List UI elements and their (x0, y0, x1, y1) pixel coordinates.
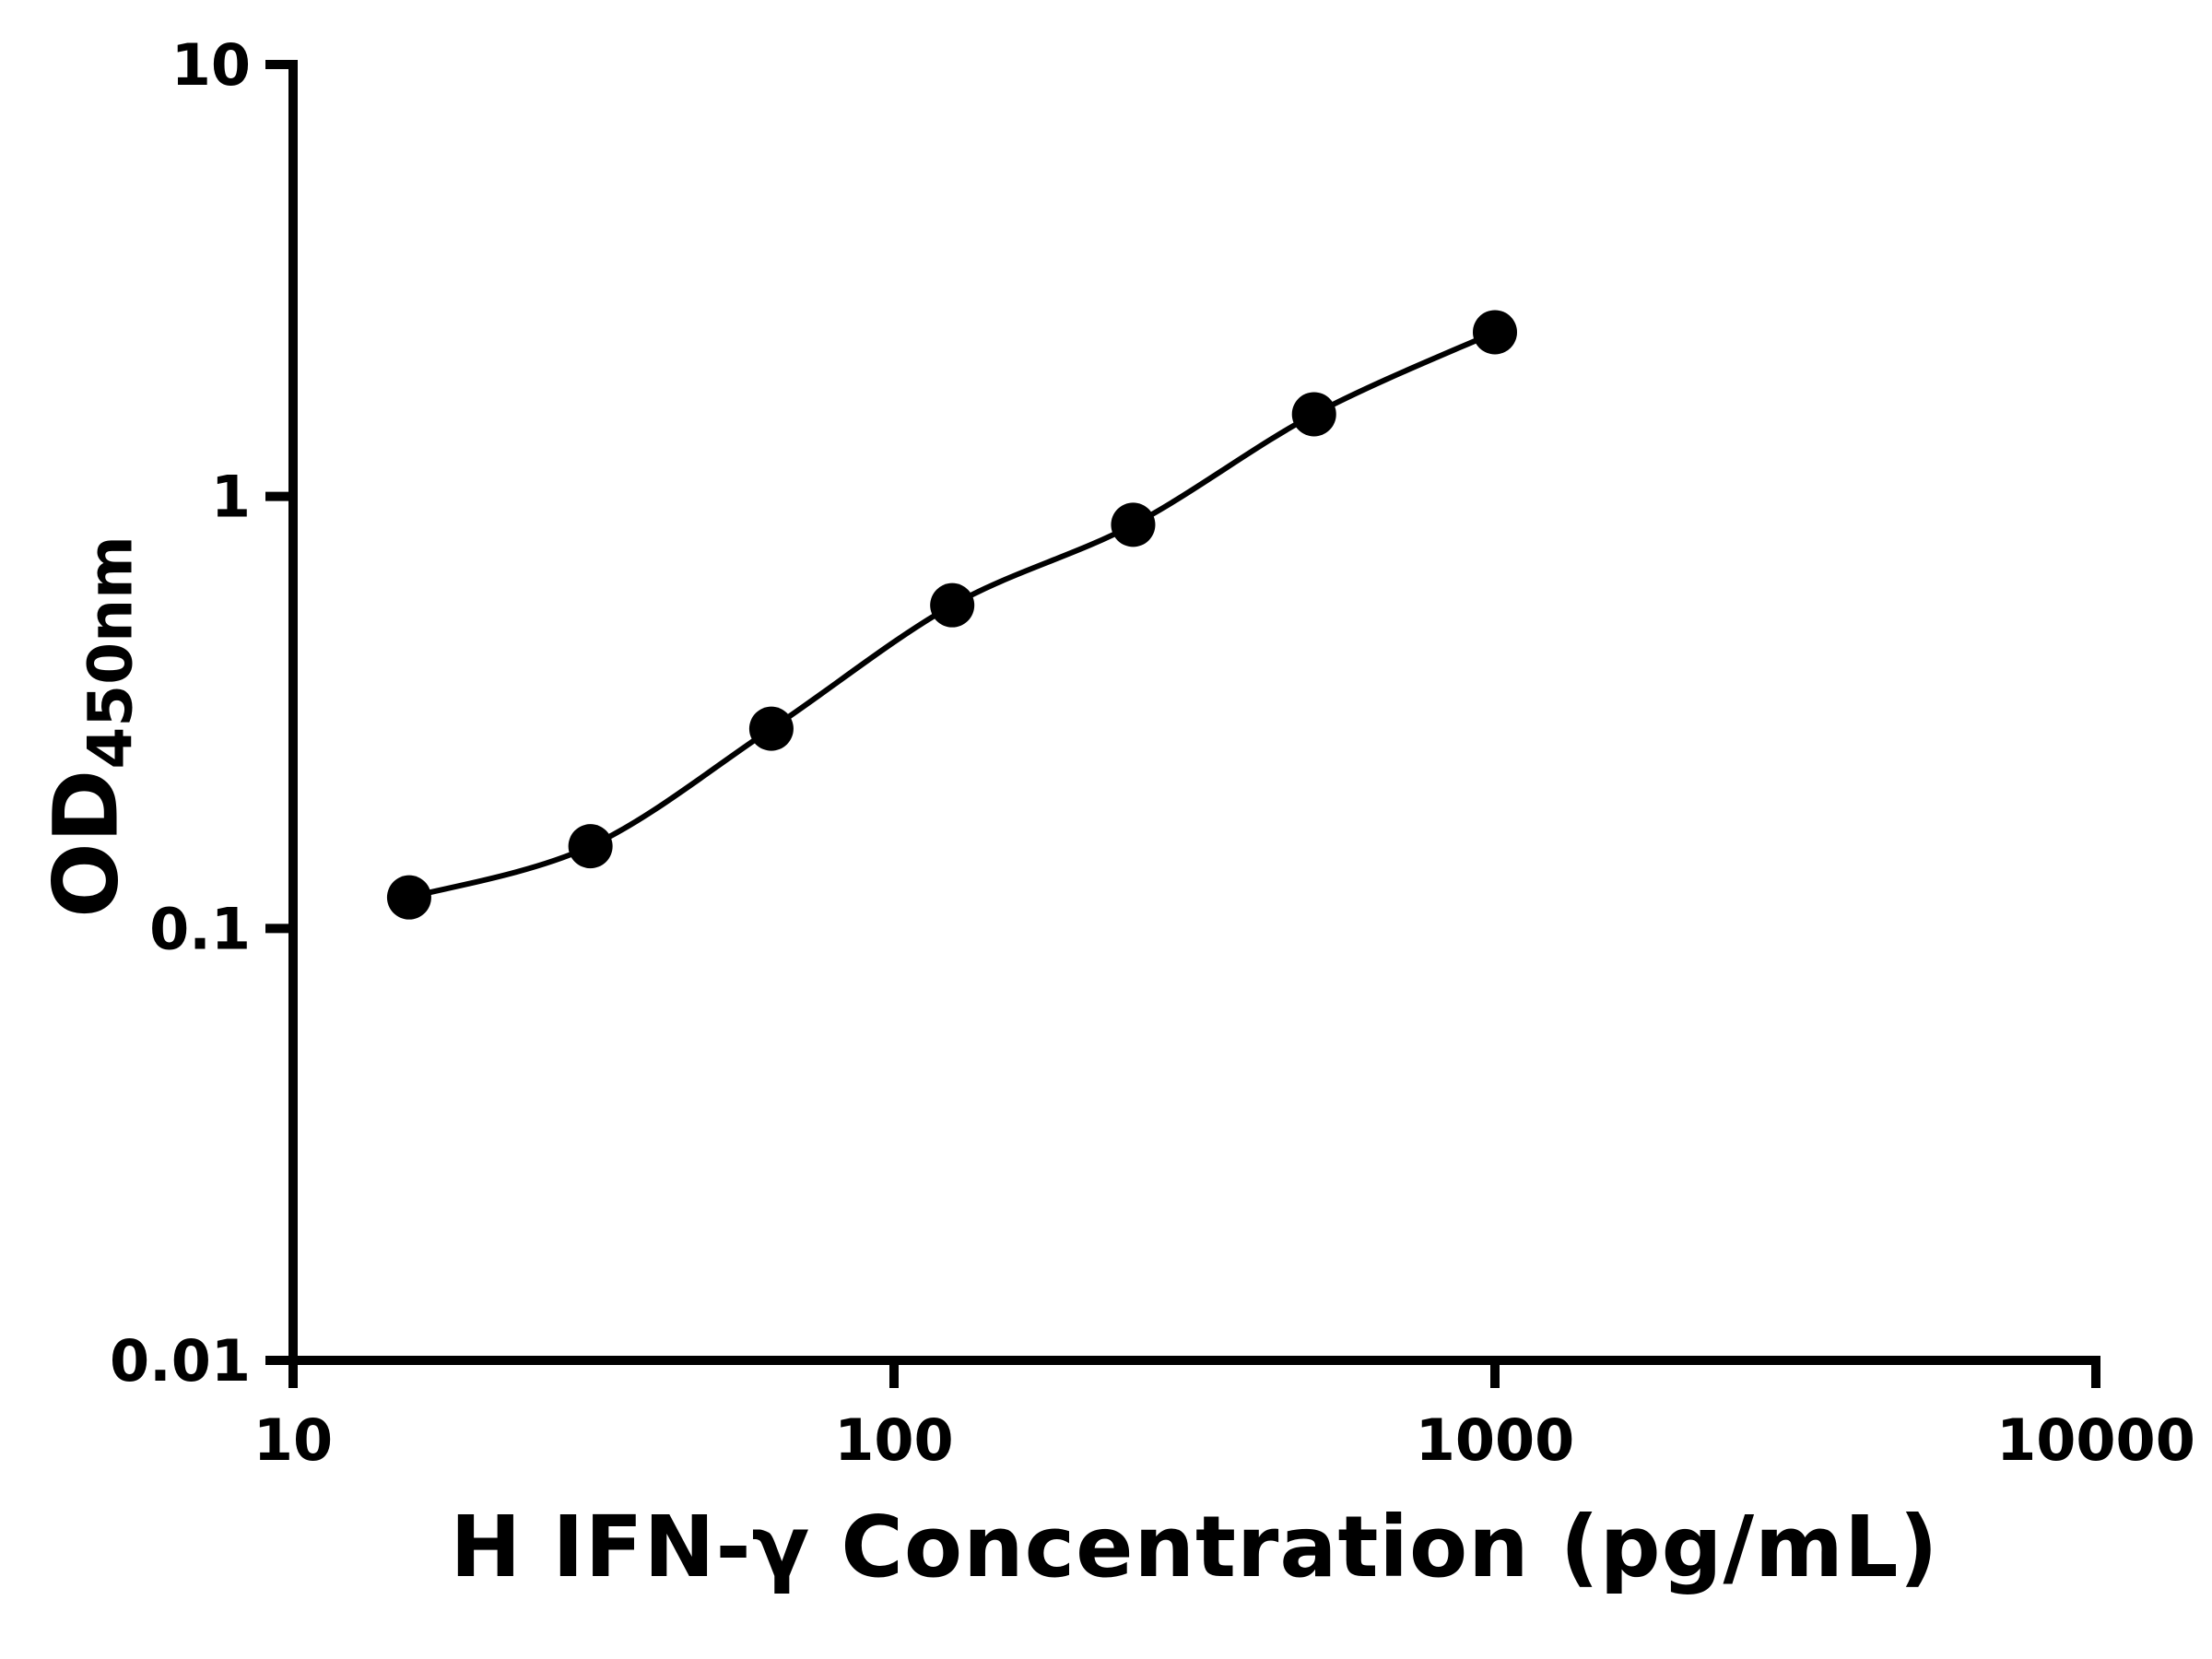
data-point (930, 582, 975, 628)
axis-spines (288, 60, 2100, 1365)
x-tick-label: 1000 (1416, 1406, 1575, 1474)
y-tick-label: 10 (171, 31, 251, 99)
data-point (568, 824, 613, 869)
y-tick-label: 0.1 (149, 895, 251, 962)
data-point (1473, 310, 1517, 355)
data-point (1291, 392, 1336, 437)
x-tick-label: 100 (834, 1406, 953, 1474)
x-tick-label: 10 (253, 1406, 333, 1474)
x-axis-title: H IFN-γ Concentration (pg/mL) (450, 1498, 1939, 1596)
y-axis-title-main: OD (34, 769, 138, 918)
y-tick-label: 1 (211, 464, 251, 531)
data-point (386, 875, 431, 920)
y-tick-label: 0.01 (110, 1327, 251, 1394)
x-tick-label: 10000 (1996, 1406, 2195, 1474)
y-axis-title: OD450nm (35, 515, 147, 939)
y-axis-title-subscript: 450nm (75, 535, 147, 770)
data-point (1111, 502, 1156, 547)
data-point (748, 706, 794, 751)
